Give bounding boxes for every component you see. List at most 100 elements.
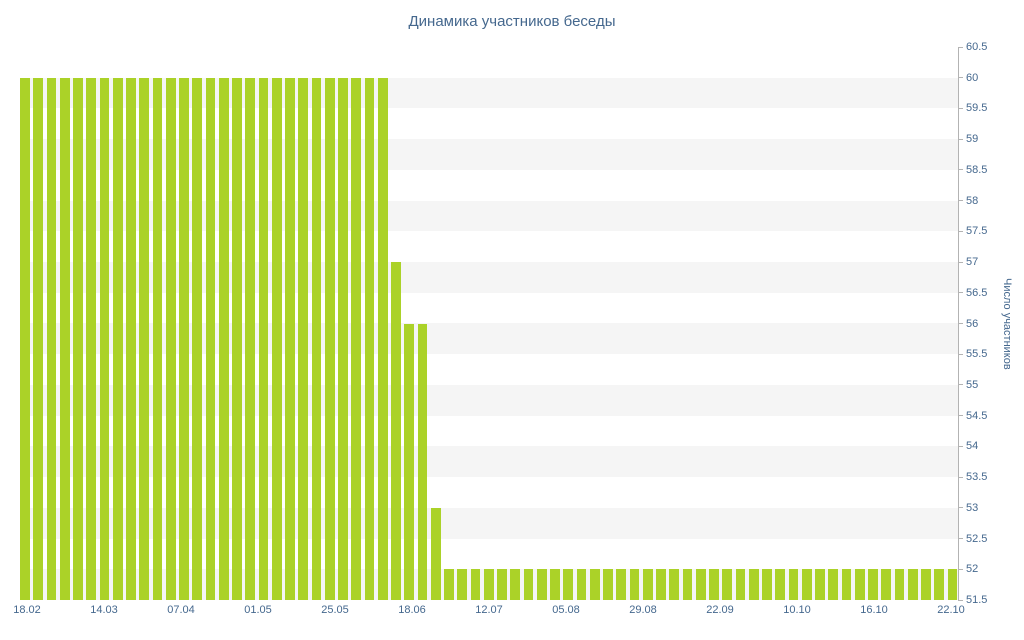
bar [33,77,44,600]
x-tick-label: 05.08 [552,604,580,616]
bar-series [20,47,958,600]
bar [391,262,401,600]
bar [364,77,375,600]
bar [921,569,931,600]
bar [881,569,892,600]
plot-band [20,384,958,416]
bar [523,569,534,600]
bar [324,77,335,600]
y-tick-label: 56.5 [966,286,988,299]
bar [205,77,216,600]
bar [894,569,905,600]
x-tick-label: 25.05 [321,604,349,616]
tick-mark [958,292,963,294]
y-tick: 55 [958,379,978,391]
tick-mark [958,599,963,601]
y-axis-title: Число участников [1001,277,1013,370]
bar [338,77,348,600]
y-tick: 60.5 [958,41,987,53]
y-tick-label: 53.5 [966,471,988,484]
tick-mark [958,476,963,478]
bar [642,569,653,600]
x-tick-label: 18.02 [13,604,41,616]
x-tick-label: 10.10 [783,604,811,616]
plot-area [20,47,958,600]
y-tick-label: 55.5 [966,348,988,361]
bar [430,507,441,600]
y-tick: 54.5 [958,410,987,422]
y-tick: 53 [958,502,978,514]
y-tick: 59 [958,133,978,145]
bar [126,77,136,600]
tick-mark [958,138,963,140]
y-tick-label: 52 [966,563,979,576]
bar [576,569,587,600]
bar [218,77,229,600]
bar [298,77,309,600]
y-tick-label: 52.5 [966,532,988,545]
tick-mark [958,538,963,540]
bar [59,77,70,600]
bar [404,323,415,600]
x-tick-label: 22.10 [937,604,965,616]
bar [165,77,176,600]
bar [934,569,945,600]
bar [285,77,295,600]
bar [775,569,786,600]
bar [801,569,812,600]
bar [788,569,799,600]
y-tick: 60 [958,72,978,84]
y-tick-label: 55 [966,378,979,391]
bar [510,569,521,600]
x-tick-label: 18.06 [398,604,426,616]
bar [854,569,865,600]
bar [722,569,733,600]
y-tick: 57 [958,256,978,268]
y-tick: 58 [958,195,978,207]
tick-mark [958,261,963,263]
plot-band [20,139,958,170]
bar [629,569,640,600]
tick-mark [958,384,963,386]
tick-mark [958,507,963,509]
bar [99,77,110,600]
tick-mark [958,77,963,79]
y-tick: 51.5 [958,594,987,606]
x-axis-labels: 18.02 14.03 07.04 01.05 25.05 18.06 12.07 05.08… [13,604,965,620]
bar [828,569,839,600]
bar [589,569,600,600]
bar [73,77,83,600]
bar [46,77,57,600]
y-tick: 56.5 [958,287,987,299]
bar [656,569,666,600]
x-tick-label: 01.05 [244,604,272,616]
y-tick: 54 [958,440,978,452]
bar [762,569,772,600]
y-tick: 52 [958,563,978,575]
x-tick-label: 16.10 [860,604,888,616]
bar [245,77,256,600]
bar [907,569,918,600]
bar [417,323,428,600]
bar [735,569,746,600]
tick-mark [958,230,963,232]
tick-mark [958,107,963,109]
bar [483,569,494,600]
bar [152,77,163,600]
y-tick: 53.5 [958,471,987,483]
tick-mark [958,445,963,447]
bar [112,77,123,600]
y-tick-label: 60 [966,71,979,84]
bar [20,77,30,600]
bar [377,77,388,600]
bar [457,569,468,600]
y-tick-label: 58.5 [966,163,988,176]
bar [947,569,958,600]
bar [271,77,282,600]
y-tick-label: 59.5 [966,102,988,115]
plot-band [20,262,958,293]
plot-band [20,200,958,232]
bar [232,77,242,600]
y-tick-label: 56 [966,317,979,330]
y-tick: 52.5 [958,533,987,545]
